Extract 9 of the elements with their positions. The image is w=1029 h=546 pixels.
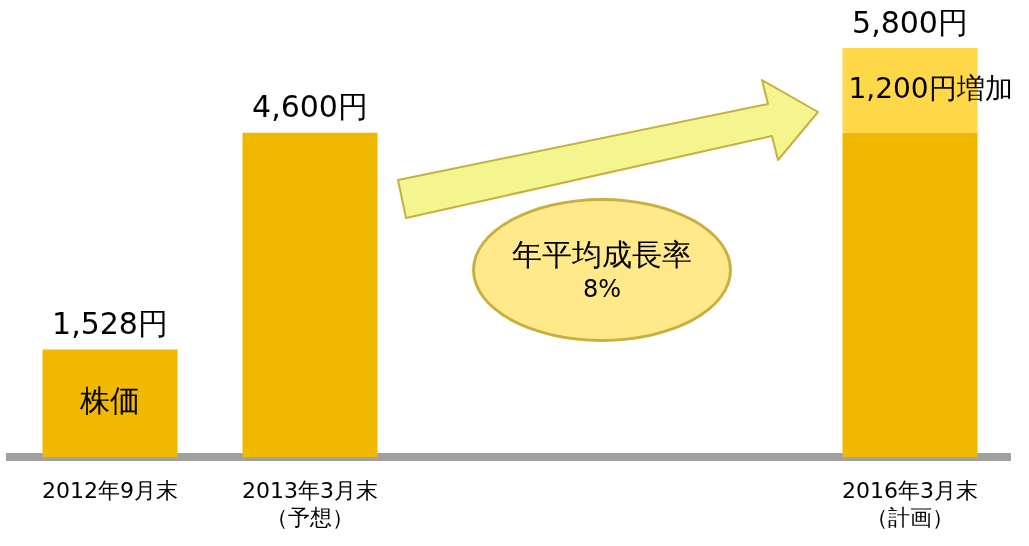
total-label: 1,528円 xyxy=(52,306,168,342)
total-label: 5,800円 xyxy=(852,4,968,40)
x-tick-label: 2016年3月末（計画） xyxy=(842,478,978,530)
total-label: 4,600円 xyxy=(252,89,368,125)
ellipse-callout: 年平均成長率 8% xyxy=(472,198,732,342)
annotation: 年平均成長率 8% xyxy=(512,235,692,305)
x-tick-label: 2012年9月末 xyxy=(42,478,178,504)
x-tick-label: 2013年3月末（予想） xyxy=(242,478,378,530)
annotation: 株価 xyxy=(79,383,140,419)
